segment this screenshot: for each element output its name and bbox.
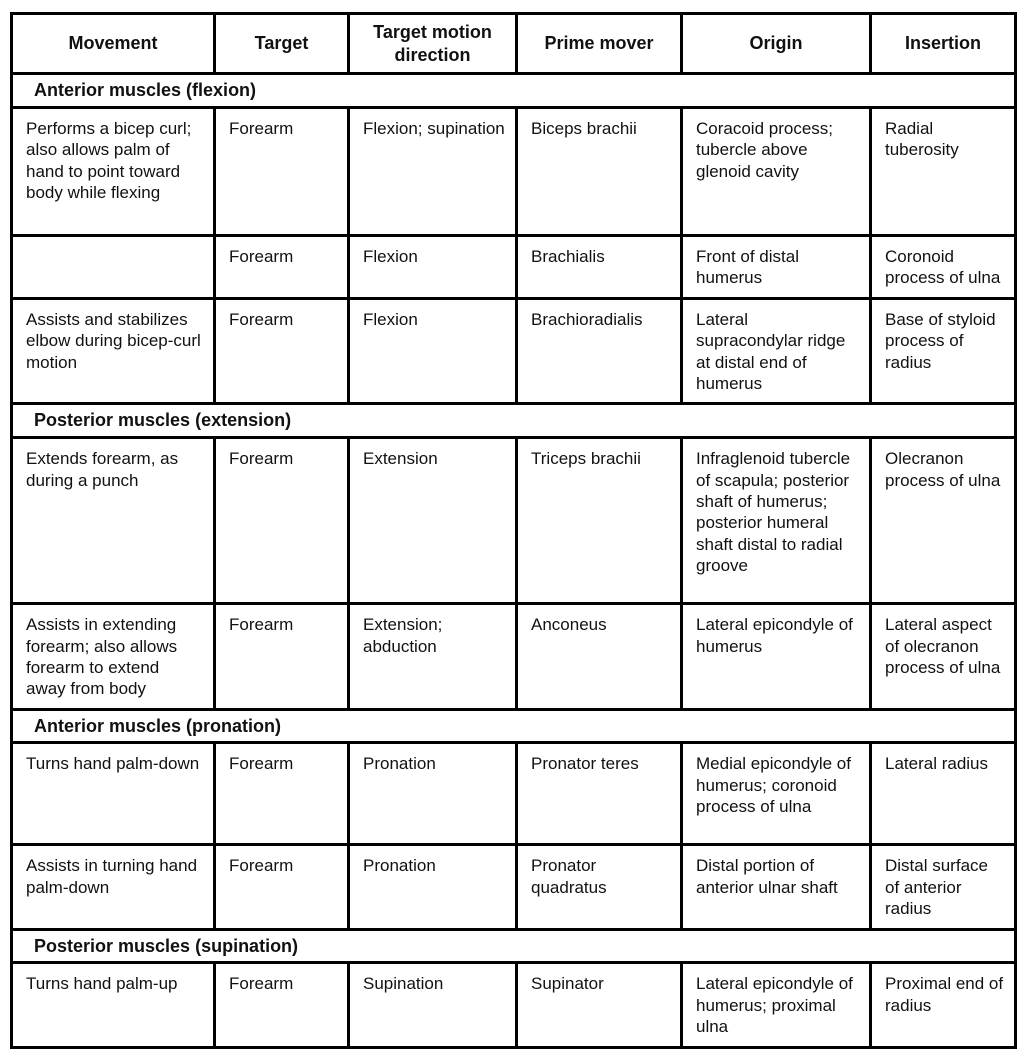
cell-target: Forearm	[213, 234, 350, 300]
table-row: Performs a bicep curl; also allows palm …	[10, 106, 1017, 238]
section-header-label: Anterior muscles (pronation)	[10, 707, 1017, 745]
cell-direction: Extension; abduction	[347, 602, 518, 711]
cell-origin: Front of distal humerus	[680, 234, 872, 300]
cell-insertion: Base of styloid process of radius	[869, 296, 1017, 406]
cell-origin: Distal portion of anterior ulnar shaft	[680, 843, 872, 931]
cell-origin: Infraglenoid tubercle of scapula; poster…	[680, 436, 872, 606]
section-header-supination: Posterior muscles (supination)	[10, 927, 1017, 965]
cell-movement: Assists in extending forearm; also allow…	[10, 602, 216, 711]
cell-prime-mover: Anconeus	[515, 602, 683, 711]
cell-insertion: Olecranon process of ulna	[869, 436, 1017, 606]
cell-prime-mover: Triceps brachii	[515, 436, 683, 606]
cell-origin: Medial epicondyle of humerus; coronoid p…	[680, 741, 872, 847]
table-row: Forearm Flexion Brachialis Front of dist…	[10, 234, 1017, 300]
cell-insertion: Distal surface of anterior radius	[869, 843, 1017, 931]
section-header-label: Anterior muscles (flexion)	[10, 72, 1017, 110]
cell-insertion: Coronoid process of ulna	[869, 234, 1017, 300]
cell-movement: Performs a bicep curl; also allows palm …	[10, 106, 216, 238]
cell-target: Forearm	[213, 296, 350, 406]
cell-target: Forearm	[213, 602, 350, 711]
cell-direction: Flexion; supination	[347, 106, 518, 238]
cell-origin: Lateral supracondylar ridge at distal en…	[680, 296, 872, 406]
cell-insertion: Lateral radius	[869, 741, 1017, 847]
header-row: Movement Target Target motion direction …	[10, 11, 1017, 76]
column-header-insertion: Insertion	[869, 11, 1017, 76]
cell-target: Forearm	[213, 106, 350, 238]
cell-direction: Supination	[347, 961, 518, 1049]
table-row: Turns hand palm-up Forearm Supination Su…	[10, 961, 1017, 1049]
cell-direction: Pronation	[347, 843, 518, 931]
cell-prime-mover: Supinator	[515, 961, 683, 1049]
cell-movement: Assists in turning hand palm-down	[10, 843, 216, 931]
cell-direction: Flexion	[347, 296, 518, 406]
section-header-pronation: Anterior muscles (pronation)	[10, 707, 1017, 745]
cell-origin: Lateral epicondyle of humerus	[680, 602, 872, 711]
cell-movement	[10, 234, 216, 300]
table-row: Turns hand palm-down Forearm Pronation P…	[10, 741, 1017, 847]
cell-movement: Assists and stabilizes elbow during bice…	[10, 296, 216, 406]
column-header-direction: Target motion direction	[347, 11, 518, 76]
cell-insertion: Proximal end of radius	[869, 961, 1017, 1049]
cell-target: Forearm	[213, 741, 350, 847]
section-header-extension: Posterior muscles (extension)	[10, 402, 1017, 440]
table-row: Extends forearm, as during a punch Forea…	[10, 436, 1017, 606]
cell-prime-mover: Biceps brachii	[515, 106, 683, 238]
muscle-movement-table: Movement Target Target motion direction …	[10, 11, 1017, 1049]
cell-prime-mover: Pronator quadratus	[515, 843, 683, 931]
cell-movement: Extends forearm, as during a punch	[10, 436, 216, 606]
section-header-label: Posterior muscles (supination)	[10, 927, 1017, 965]
cell-direction: Flexion	[347, 234, 518, 300]
cell-origin: Lateral epicondyle of humerus; proximal …	[680, 961, 872, 1049]
section-header-label: Posterior muscles (extension)	[10, 402, 1017, 440]
cell-prime-mover: Brachialis	[515, 234, 683, 300]
column-header-prime-mover: Prime mover	[515, 11, 683, 76]
table-row: Assists and stabilizes elbow during bice…	[10, 296, 1017, 406]
column-header-target: Target	[213, 11, 350, 76]
cell-target: Forearm	[213, 961, 350, 1049]
cell-target: Forearm	[213, 843, 350, 931]
column-header-origin: Origin	[680, 11, 872, 76]
table-row: Assists in extending forearm; also allow…	[10, 602, 1017, 711]
cell-target: Forearm	[213, 436, 350, 606]
cell-prime-mover: Brachioradialis	[515, 296, 683, 406]
section-header-flexion: Anterior muscles (flexion)	[10, 72, 1017, 110]
cell-direction: Extension	[347, 436, 518, 606]
cell-direction: Pronation	[347, 741, 518, 847]
cell-movement: Turns hand palm-down	[10, 741, 216, 847]
cell-insertion: Lateral aspect of olecranon process of u…	[869, 602, 1017, 711]
table-row: Assists in turning hand palm-down Forear…	[10, 843, 1017, 931]
cell-insertion: Radial tuberosity	[869, 106, 1017, 238]
cell-origin: Coracoid process; tubercle above glenoid…	[680, 106, 872, 238]
cell-movement: Turns hand palm-up	[10, 961, 216, 1049]
column-header-movement: Movement	[10, 11, 216, 76]
cell-prime-mover: Pronator teres	[515, 741, 683, 847]
